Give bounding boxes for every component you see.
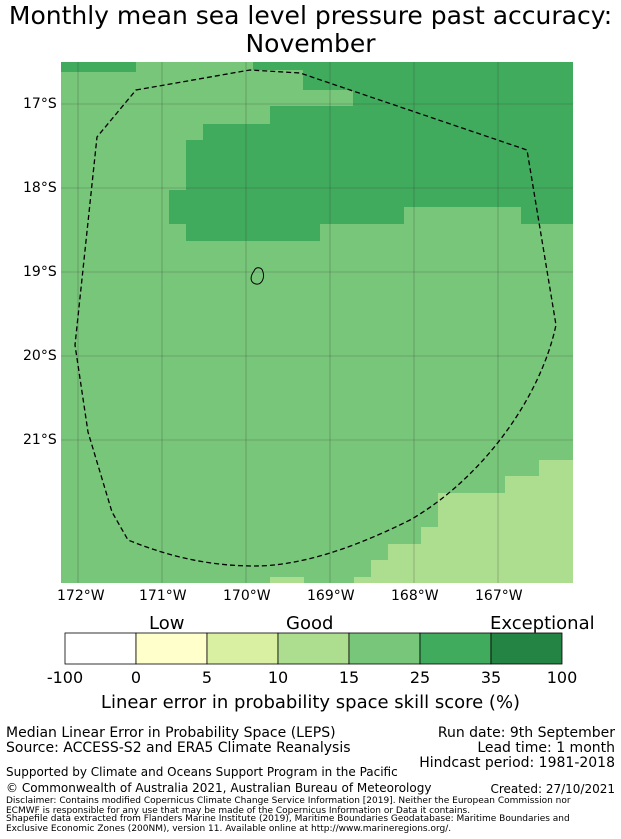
eez-boundary	[74, 69, 557, 567]
lead-time-text: Lead time: 1 month	[477, 740, 615, 756]
skill-cell	[270, 106, 573, 124]
skill-cell	[354, 577, 573, 583]
skill-cell	[253, 62, 573, 70]
created-text: Created: 27/10/2021	[490, 782, 615, 796]
method-text: Median Linear Error in Probability Space…	[6, 725, 336, 741]
colorbar-bound: 35	[480, 668, 502, 687]
lat-tick-label: 21°S	[23, 432, 57, 448]
disclaimer-line: Exclusive Economic Zones (200NM), versio…	[6, 824, 452, 834]
lon-tick-label: 168°W	[391, 588, 439, 604]
lon-tick-label: 167°W	[475, 588, 523, 604]
disclaimer-line: ECMWF is responsible for any use that ma…	[6, 806, 471, 816]
lat-tick-label: 20°S	[23, 348, 57, 364]
lon-tick-label: 171°W	[139, 588, 187, 604]
lon-tick-label: 169°W	[307, 588, 355, 604]
skill-cell	[270, 577, 304, 583]
lat-tick-label: 17°S	[23, 96, 57, 112]
chart-title: Monthly mean sea level pressure past acc…	[0, 2, 621, 58]
colorbar-bound: 25	[409, 668, 431, 687]
skill-cell	[303, 70, 573, 90]
colorbar-segment	[277, 632, 350, 665]
colorbar-segment	[490, 632, 563, 665]
legend-category-exceptional: Exceptional	[490, 613, 595, 634]
skill-cell	[186, 140, 573, 190]
colorbar	[64, 632, 563, 665]
lat-tick-label: 18°S	[23, 180, 57, 196]
source-text: Source: ACCESS-S2 and ERA5 Climate Reana…	[6, 740, 351, 756]
colorbar-segment	[348, 632, 421, 665]
lat-tick-label: 19°S	[23, 264, 57, 280]
support-text: Supported by Climate and Oceans Support …	[6, 765, 398, 779]
colorbar-bound: -100	[46, 668, 84, 687]
skill-cell	[353, 90, 573, 106]
legend-category-good: Good	[286, 613, 334, 634]
colorbar-bound: 100	[546, 668, 578, 687]
legend-category-low: Low	[149, 613, 185, 634]
colorbar-bound: 10	[267, 668, 289, 687]
lon-tick-label: 170°W	[223, 588, 271, 604]
skill-cell	[186, 224, 320, 241]
skill-cell	[203, 124, 573, 140]
colorbar-bound: 15	[338, 668, 360, 687]
colorbar-segment	[135, 632, 208, 665]
island-outline	[250, 267, 264, 285]
skill-cell	[169, 207, 404, 224]
skill-cell	[61, 62, 136, 72]
colorbar-segment	[419, 632, 492, 665]
lon-tick-label: 172°W	[57, 588, 105, 604]
colorbar-title: Linear error in probability space skill …	[100, 692, 521, 713]
copyright-text: © Commonwealth of Australia 2021, Austra…	[6, 781, 432, 795]
colorbar-segment	[64, 632, 137, 665]
run-date-text: Run date: 9th September	[437, 725, 615, 741]
title-line-1: Monthly mean sea level pressure past acc…	[8, 1, 613, 30]
disclaimer-line: Shapefile data extracted from Flanders M…	[6, 814, 570, 824]
colorbar-segment	[206, 632, 279, 665]
skill-map	[61, 62, 573, 583]
colorbar-bound: 0	[130, 668, 142, 687]
skill-cell	[521, 207, 573, 224]
skill-raster	[61, 62, 573, 583]
skill-cell	[169, 190, 573, 207]
hindcast-text: Hindcast period: 1981-2018	[419, 755, 615, 771]
skill-cell	[136, 62, 253, 70]
title-line-2: November	[245, 29, 376, 58]
disclaimer-line: Disclaimer: Contains modified Copernicus…	[6, 796, 571, 806]
colorbar-bound: 5	[201, 668, 213, 687]
